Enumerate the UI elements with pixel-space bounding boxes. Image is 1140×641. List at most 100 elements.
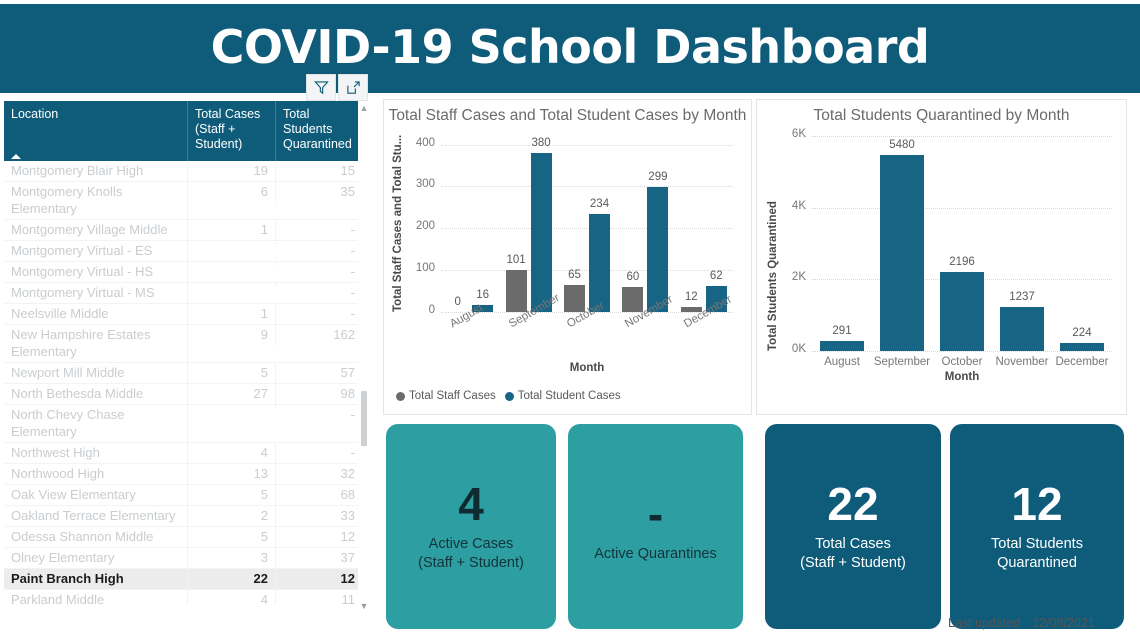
table-cell-c2: 68 — [340, 487, 355, 502]
table-cell-c2: - — [350, 306, 355, 321]
kpi-card-active-quarantines[interactable]: - Active Quarantines — [568, 424, 743, 629]
chart1-legend[interactable]: Total Staff Cases Total Student Cases — [396, 390, 630, 402]
chart1-bar[interactable] — [530, 152, 552, 312]
table-cell-c2: - — [350, 222, 355, 237]
scrollbar-track[interactable] — [361, 115, 367, 599]
table-cell-c2: 33 — [340, 508, 355, 523]
table-row[interactable]: Montgomery Virtual - ES - — [4, 241, 362, 262]
chart2-title: Total Students Quarantined by Month — [813, 107, 1070, 124]
scrollbar-thumb[interactable] — [361, 391, 367, 446]
table-cell-c1: 1 — [188, 304, 276, 324]
table-row[interactable]: Montgomery Blair High 19 15 — [4, 161, 362, 182]
kpi-card-total-students-quarantined[interactable]: 12 Total Students Quarantined — [950, 424, 1124, 629]
filter-icon[interactable] — [306, 74, 336, 101]
chart-students-quarantined[interactable]: Total Students Quarantined by Month Tota… — [756, 99, 1127, 415]
chart1-legend-label: Total Student Cases — [517, 390, 621, 402]
table-row[interactable]: North Chevy Chase Elementary - — [4, 405, 362, 443]
column-header-location-label: Location — [11, 107, 59, 121]
kpi-active-quarantines-label-line1: Active Quarantines — [594, 545, 717, 562]
table-row[interactable]: Parkland Middle 4 11 — [4, 590, 362, 605]
table-cell-c2: 12 — [340, 529, 355, 544]
chart1-legend-label: Total Staff Cases — [409, 390, 496, 402]
column-header-location[interactable]: Location — [4, 101, 188, 161]
column-header-total-cases[interactable]: Total Cases (Staff + Student) — [188, 101, 276, 161]
chart1-gridline — [441, 312, 733, 313]
column-header-quarantined[interactable]: Total Students Quarantined — [276, 101, 362, 161]
table-cell-c1 — [188, 262, 276, 265]
chart1-legend-item[interactable]: Total Staff Cases — [396, 390, 496, 402]
table-cell-c0: Montgomery Knolls Elementary — [4, 182, 188, 219]
chart1-bar[interactable] — [647, 186, 669, 312]
chart1-bar-value-label: 234 — [589, 198, 610, 211]
chart2-bar[interactable] — [1060, 342, 1104, 351]
chart1-bar[interactable] — [505, 269, 527, 312]
table-row[interactable]: Montgomery Village Middle 1 - — [4, 220, 362, 241]
chart2-x-axis-label: Month — [944, 371, 980, 383]
table-cell-c0: Neelsville Middle — [4, 304, 188, 324]
table-scrollbar[interactable]: ▲ ▼ — [358, 101, 370, 629]
chart1-legend-item[interactable]: Total Student Cases — [504, 390, 621, 402]
table-cell-c2: 11 — [341, 592, 356, 605]
table-row[interactable]: North Bethesda Middle 27 98 — [4, 384, 362, 405]
table-cell-c0: Montgomery Virtual - HS — [4, 262, 188, 282]
chart1-bar-value-label: 0 — [454, 296, 461, 308]
table-cell-c0: Newport Mill Middle — [4, 363, 188, 383]
table-row[interactable]: Odessa Shannon Middle 5 12 — [4, 527, 362, 548]
table-row[interactable]: New Hampshire Estates Elementary 9 162 — [4, 325, 362, 363]
table-row[interactable]: Neelsville Middle 1 - — [4, 304, 362, 325]
table-row[interactable]: Montgomery Knolls Elementary 6 35 — [4, 182, 362, 220]
table-cell-c0: Olney Elementary — [4, 548, 188, 568]
locations-table[interactable]: Location Total Cases (Staff + Student) T… — [4, 101, 366, 629]
table-cell-c1: 19 — [188, 161, 276, 181]
chart1-bar[interactable] — [589, 214, 610, 312]
chart2-bar-value-label: 5480 — [889, 138, 915, 151]
chart2-gridline — [812, 351, 1112, 352]
chart2-bar[interactable] — [1000, 306, 1044, 351]
kpi-card-active-cases[interactable]: 4 Active Cases (Staff + Student) — [386, 424, 556, 629]
focus-mode-icon[interactable] — [338, 74, 368, 101]
chart2-bar[interactable] — [820, 340, 864, 351]
chart2-y-tick: 6K — [791, 128, 806, 140]
chart1-bar[interactable] — [680, 306, 702, 312]
table-row[interactable]: Montgomery Virtual - MS - — [4, 283, 362, 304]
chart1-bar[interactable] — [705, 286, 727, 312]
chart2-y-tick: 0K — [791, 343, 806, 355]
chart-staff-student-cases[interactable]: Total Staff Cases and Total Student Case… — [383, 99, 752, 415]
chart1-x-axis-label: Month — [569, 362, 605, 374]
chart1-gridline — [441, 228, 733, 230]
chart1-bar[interactable] — [472, 305, 494, 312]
table-cell-c2: 57 — [340, 365, 355, 380]
kpi-card-total-cases[interactable]: 22 Total Cases (Staff + Student) — [765, 424, 941, 629]
table-cell-c1: 3 — [188, 548, 276, 568]
kpi-total-quarantined-value: 12 — [1011, 478, 1063, 530]
chart1-bar[interactable] — [564, 284, 585, 312]
table-row[interactable]: Newport Mill Middle 5 57 — [4, 363, 362, 384]
table-row[interactable]: Northwest High 4 - — [4, 443, 362, 464]
table-row[interactable]: Paint Branch High 22 12 — [4, 569, 362, 590]
table-row[interactable]: Olney Elementary 3 37 — [4, 548, 362, 569]
chart1-bar[interactable] — [622, 286, 644, 312]
table-row[interactable]: Oak View Elementary 5 68 — [4, 485, 362, 506]
chevron-up-icon[interactable]: ▲ — [359, 103, 369, 113]
chart2-x-tick: October — [941, 356, 983, 368]
sort-ascending-icon[interactable] — [11, 154, 21, 159]
table-cell-c1: 27 — [188, 384, 276, 404]
table-cell-c0: Oak View Elementary — [4, 485, 188, 505]
chart1-y-tick: 200 — [415, 220, 435, 233]
table-row[interactable]: Northwood High 13 32 — [4, 464, 362, 485]
table-row[interactable]: Oakland Terrace Elementary 2 33 — [4, 506, 362, 527]
table-cell-c2: - — [350, 445, 355, 460]
dashboard-header: COVID-19 School Dashboard — [0, 4, 1140, 93]
table-cell-c1 — [188, 283, 276, 286]
chart2-y-tick: 4K — [791, 199, 806, 212]
column-header-total-cases-line1: Total Cases — [195, 107, 261, 121]
table-row[interactable]: Montgomery Virtual - HS - — [4, 262, 362, 283]
table-body[interactable]: Montgomery Blair High 19 15 Montgomery Knol… — [4, 161, 362, 605]
chevron-down-icon[interactable]: ▼ — [359, 601, 369, 611]
chart2-bar-value-label: 2196 — [949, 256, 975, 269]
table-cell-c0: Montgomery Village Middle — [4, 220, 188, 240]
chart2-bar[interactable] — [940, 272, 984, 351]
chart2-x-tick: November — [995, 356, 1049, 368]
chart2-bar[interactable] — [880, 154, 924, 351]
table-cell-c2: 32 — [340, 466, 355, 481]
